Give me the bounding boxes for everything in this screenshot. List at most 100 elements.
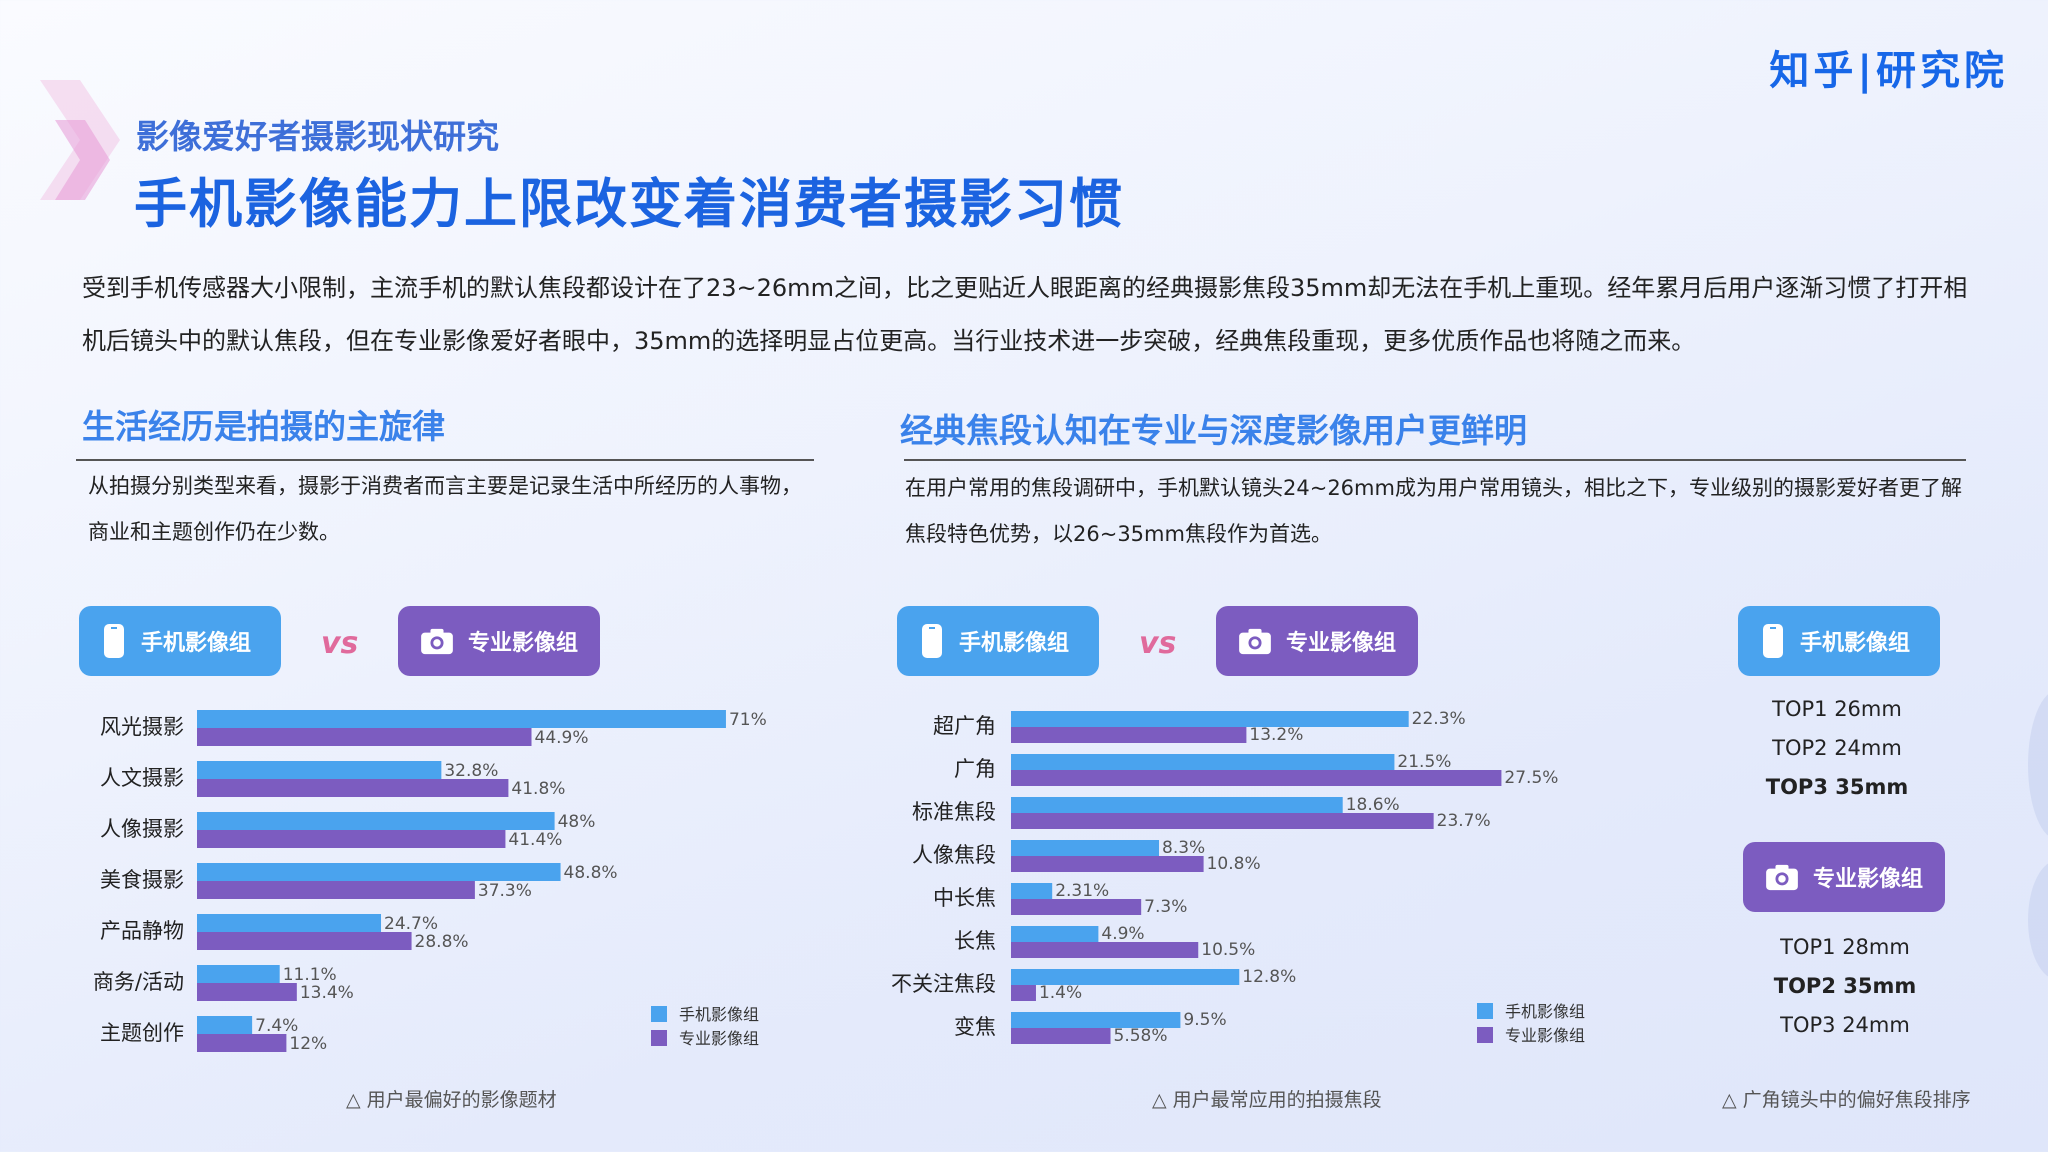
category-label: 商务/活动 <box>93 970 184 994</box>
vs-label: vs <box>321 626 359 661</box>
right-section-heading: 经典焦段认知在专业与深度影像用户更鲜明 <box>900 411 1527 450</box>
legend-label: 手机影像组 <box>1505 1002 1585 1021</box>
data-label: 12% <box>289 1034 327 1054</box>
left-divider <box>76 459 814 461</box>
bar-pro <box>1011 985 1036 1001</box>
data-label: 13.4% <box>300 983 354 1003</box>
subject-preference-chart: 风光摄影 71% 44.9% 人文摄影 32.8% 41.8% 人像摄影 48%41.4% 美食… <box>93 710 767 1054</box>
pro-group-pill: 专业影像组 <box>398 606 600 676</box>
pro-rank-1: TOP1 28mm <box>1780 935 1910 959</box>
decorative-edge-shape <box>2028 860 2048 980</box>
data-label: 48% <box>558 812 596 832</box>
pro-group-pill-2: 专业影像组 <box>1216 606 1418 676</box>
category-label: 标准焦段 <box>912 800 996 824</box>
data-label: 9.5% <box>1183 1010 1226 1030</box>
pro-group-label: 专业影像组 <box>1286 631 1397 656</box>
right-description: 在用户常用的焦段调研中，手机默认镜头24~26mm成为用户常用镜头，相比之下，专… <box>905 476 1962 546</box>
data-label: 5.58% <box>1114 1026 1168 1046</box>
bar-pro <box>197 881 475 899</box>
data-label: 10.8% <box>1207 854 1261 874</box>
category-label: 不关注焦段 <box>891 972 996 996</box>
pro-rank-3: TOP3 24mm <box>1780 1013 1910 1037</box>
phone-group-label: 手机影像组 <box>959 631 1070 656</box>
bar-phone <box>197 812 555 830</box>
phone-ranking-pill: 手机影像组 <box>1738 606 1940 676</box>
category-label: 人文摄影 <box>100 766 184 790</box>
bar-pro <box>1011 1028 1111 1044</box>
category-label: 超广角 <box>933 714 996 738</box>
bar-phone <box>1011 926 1099 942</box>
data-label: 71% <box>729 710 767 730</box>
page-title: 手机影像能力上限改变着消费者摄影习惯 <box>134 174 1124 235</box>
decorative-chevron <box>40 80 120 200</box>
phone-group-pill: 手机影像组 <box>79 606 281 676</box>
data-label: 2.31% <box>1055 881 1109 901</box>
phone-icon <box>922 624 942 658</box>
data-label: 44.9% <box>535 728 589 748</box>
bar-phone <box>197 863 561 881</box>
category-label: 人像摄影 <box>100 817 184 841</box>
bar-pro <box>1011 727 1247 743</box>
bar-phone <box>1011 883 1053 899</box>
category-label: 广角 <box>954 757 996 781</box>
report-subtitle: 影像爱好者摄影现状研究 <box>136 117 499 156</box>
phone-ranking-list: TOP1 26mm TOP2 24mm TOP3 35mm <box>1727 690 1947 807</box>
data-label: 13.2% <box>1249 725 1303 745</box>
data-label: 10.5% <box>1201 940 1255 960</box>
phone-ranking-label: 手机影像组 <box>1800 631 1911 656</box>
bar-phone <box>197 1016 253 1034</box>
bar-pro <box>197 932 412 950</box>
focal-length-chart: 超广角 22.3% 13.2% 广角 21.5% 27.5% 标准焦段 18.6% 23.7% 人… <box>891 709 1585 1046</box>
category-label: 产品静物 <box>100 919 184 943</box>
decorative-edge-shape <box>2028 690 2048 840</box>
data-label: 37.3% <box>478 881 532 901</box>
bar-phone <box>1011 797 1343 813</box>
phone-rank-3: TOP3 35mm <box>1765 775 1909 799</box>
bar-pro <box>1011 770 1502 786</box>
left-section-heading: 生活经历是拍摄的主旋律 <box>82 407 445 446</box>
pro-rank-2: TOP2 35mm <box>1773 974 1917 998</box>
data-label: 21.5% <box>1397 752 1451 772</box>
category-label: 美食摄影 <box>100 868 184 892</box>
bar-phone <box>1011 840 1160 856</box>
data-label: 12.8% <box>1242 967 1296 987</box>
category-label: 中长焦 <box>933 886 996 910</box>
data-label: 24.7% <box>384 914 438 934</box>
data-label: 27.5% <box>1504 768 1558 788</box>
data-label: 4.9% <box>1101 924 1144 944</box>
bar-pro <box>197 830 506 848</box>
category-label: 人像焦段 <box>912 843 996 867</box>
legend-swatch <box>1477 1003 1493 1019</box>
data-label: 8.3% <box>1162 838 1205 858</box>
bar-phone <box>1011 969 1240 985</box>
pro-ranking-pill: 专业影像组 <box>1743 842 1945 912</box>
bar-pro <box>1011 942 1199 958</box>
bar-pro <box>197 728 532 746</box>
data-label: 28.8% <box>415 932 469 952</box>
bar-phone <box>197 710 726 728</box>
data-label: 41.4% <box>508 830 562 850</box>
phone-rank-2: TOP2 24mm <box>1772 736 1902 760</box>
data-label: 18.6% <box>1346 795 1400 815</box>
phone-group-label: 手机影像组 <box>141 631 252 656</box>
bar-pro <box>1011 813 1434 829</box>
vs-label: vs <box>1139 626 1177 661</box>
phone-icon <box>1763 624 1783 658</box>
legend-label: 手机影像组 <box>679 1005 759 1024</box>
category-label: 变焦 <box>954 1015 996 1039</box>
category-label: 风光摄影 <box>100 715 184 739</box>
camera-icon <box>421 628 453 655</box>
bar-phone <box>1011 754 1395 770</box>
camera-icon <box>1766 864 1798 891</box>
ranking-caption: △ 广角镜头中的偏好焦段排序 <box>1722 1089 1971 1111</box>
pro-ranking-label: 专业影像组 <box>1813 867 1924 892</box>
legend-label: 专业影像组 <box>1505 1026 1585 1045</box>
data-label: 23.7% <box>1437 811 1491 831</box>
phone-group-pill-2: 手机影像组 <box>897 606 1099 676</box>
bar-phone <box>197 965 280 983</box>
phone-rank-1: TOP1 26mm <box>1772 697 1902 721</box>
data-label: 11.1% <box>283 965 337 985</box>
bar-pro <box>197 1034 287 1052</box>
data-label: 7.3% <box>1144 897 1187 917</box>
left-description: 从拍摄分别类型来看，摄影于消费者而言主要是记录生活中所经历的人事物，商业和主题创… <box>88 474 802 544</box>
